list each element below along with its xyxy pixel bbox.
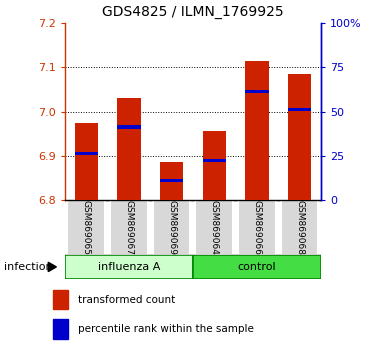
Bar bbox=[53, 319, 68, 338]
Text: infection: infection bbox=[4, 262, 52, 272]
Title: GDS4825 / ILMN_1769925: GDS4825 / ILMN_1769925 bbox=[102, 5, 284, 19]
Text: percentile rank within the sample: percentile rank within the sample bbox=[78, 324, 254, 334]
Text: GSM869066: GSM869066 bbox=[252, 200, 262, 255]
Bar bbox=[196, 200, 233, 255]
Text: GSM869065: GSM869065 bbox=[82, 200, 91, 255]
Bar bbox=[238, 200, 276, 255]
Bar bbox=[65, 255, 193, 279]
Bar bbox=[288, 108, 311, 111]
Bar bbox=[117, 125, 141, 129]
Text: control: control bbox=[237, 262, 276, 272]
Bar bbox=[75, 152, 98, 155]
Bar bbox=[53, 290, 68, 309]
Text: influenza A: influenza A bbox=[98, 262, 160, 272]
Text: GSM869069: GSM869069 bbox=[167, 200, 176, 255]
Bar bbox=[193, 255, 321, 279]
Bar bbox=[160, 178, 183, 182]
Text: transformed count: transformed count bbox=[78, 295, 175, 305]
Bar bbox=[153, 200, 190, 255]
Bar bbox=[245, 90, 269, 93]
Bar bbox=[245, 61, 269, 200]
Bar bbox=[117, 98, 141, 200]
Bar bbox=[75, 122, 98, 200]
Bar bbox=[160, 162, 183, 200]
Bar bbox=[281, 200, 318, 255]
Text: GSM869067: GSM869067 bbox=[124, 200, 134, 255]
Bar bbox=[110, 200, 148, 255]
Bar bbox=[288, 74, 311, 200]
Bar bbox=[203, 131, 226, 200]
Bar bbox=[68, 200, 105, 255]
Text: GSM869068: GSM869068 bbox=[295, 200, 304, 255]
Text: GSM869064: GSM869064 bbox=[210, 200, 219, 255]
Bar bbox=[203, 159, 226, 162]
